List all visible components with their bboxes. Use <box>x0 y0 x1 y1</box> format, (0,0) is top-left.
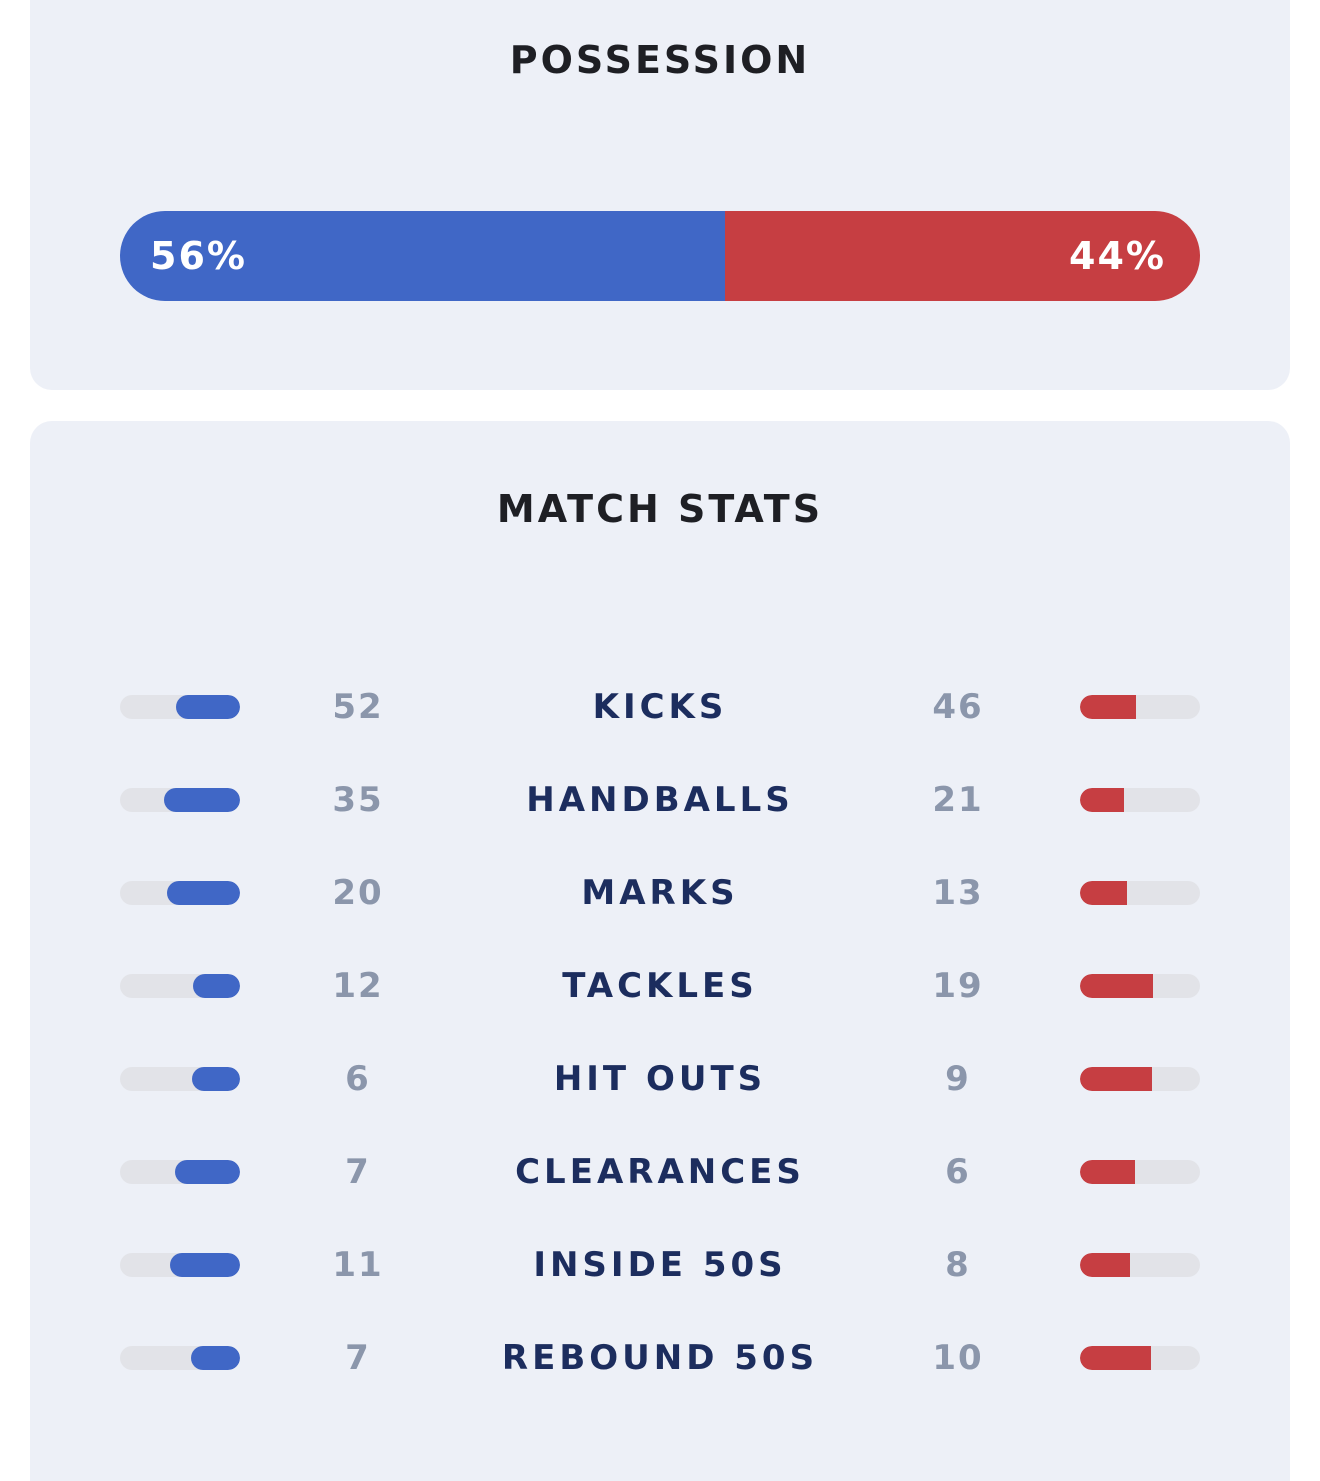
home-stat-value: 12 <box>332 966 384 1006</box>
home-stat-value: 35 <box>332 780 384 820</box>
stat-row: 11 INSIDE 50S 8 <box>120 1235 1200 1295</box>
home-stat-value: 52 <box>332 687 384 727</box>
home-stat-bar-fill <box>192 1067 240 1091</box>
stat-label: INSIDE 50S <box>533 1245 787 1285</box>
away-stat-value: 21 <box>932 780 984 820</box>
stat-row: 35 HANDBALLS 21 <box>120 770 1200 830</box>
home-stat-bar-fill <box>193 974 240 998</box>
stat-row: 52 KICKS 46 <box>120 677 1200 737</box>
possession-home-segment: 56% <box>120 211 725 301</box>
possession-card: POSSESSION 56% 44% <box>30 0 1290 390</box>
home-stat-bar-fill <box>190 1346 240 1370</box>
home-stat-value: 20 <box>332 873 384 913</box>
away-stat-bar-fill <box>1080 1160 1136 1184</box>
away-stat-bar-fill <box>1080 881 1127 905</box>
away-stat-value: 10 <box>932 1338 984 1378</box>
match-stats-title: MATCH STATS <box>496 487 824 531</box>
home-stat-bar <box>120 1067 240 1091</box>
away-stat-bar <box>1080 881 1200 905</box>
home-stat-bar-fill <box>175 1160 240 1184</box>
away-stat-bar-fill <box>1080 974 1154 998</box>
away-stat-bar <box>1080 1253 1200 1277</box>
possession-away-label: 44% <box>1069 234 1166 278</box>
away-stat-bar-fill <box>1080 695 1137 719</box>
home-stat-bar <box>120 1160 240 1184</box>
home-stat-bar <box>120 881 240 905</box>
home-stat-bar-fill <box>164 788 240 812</box>
stat-row: 7 CLEARANCES 6 <box>120 1142 1200 1202</box>
home-stat-bar <box>120 695 240 719</box>
home-stat-bar <box>120 1346 240 1370</box>
away-stat-bar <box>1080 1160 1200 1184</box>
stat-label: MARKS <box>581 873 739 913</box>
stat-label: REBOUND 50S <box>501 1338 819 1378</box>
possession-away-segment: 44% <box>724 211 1200 301</box>
away-stat-bar <box>1080 974 1200 998</box>
possession-title: POSSESSION <box>509 38 811 82</box>
away-stat-value: 9 <box>945 1059 971 1099</box>
away-stat-value: 8 <box>945 1245 971 1285</box>
away-stat-bar-fill <box>1080 1067 1152 1091</box>
stat-label: HANDBALLS <box>526 780 794 820</box>
stat-label: HIT OUTS <box>553 1059 767 1099</box>
possession-home-label: 56% <box>150 234 247 278</box>
away-stat-bar-fill <box>1080 788 1125 812</box>
stat-label: TACKLES <box>562 966 758 1006</box>
away-stat-bar <box>1080 1346 1200 1370</box>
away-stat-bar <box>1080 695 1200 719</box>
home-stat-value: 11 <box>332 1245 384 1285</box>
stat-row: 7 REBOUND 50S 10 <box>120 1328 1200 1388</box>
home-stat-bar <box>120 974 240 998</box>
home-stat-bar-fill <box>166 881 240 905</box>
home-stat-bar <box>120 788 240 812</box>
home-stat-value: 7 <box>345 1338 371 1378</box>
away-stat-value: 19 <box>932 966 984 1006</box>
away-stat-bar <box>1080 788 1200 812</box>
possession-bar: 56% 44% <box>120 211 1200 301</box>
stat-row: 6 HIT OUTS 9 <box>120 1049 1200 1109</box>
home-stat-bar-fill <box>170 1253 240 1277</box>
stat-row: 20 MARKS 13 <box>120 863 1200 923</box>
away-stat-value: 6 <box>945 1152 971 1192</box>
away-stat-value: 46 <box>932 687 984 727</box>
away-stat-bar <box>1080 1067 1200 1091</box>
home-stat-bar <box>120 1253 240 1277</box>
match-stats-card: MATCH STATS 52 KICKS 46 35 HANDBALLS 21 20 MARK… <box>30 421 1290 1481</box>
home-stat-value: 6 <box>345 1059 371 1099</box>
home-stat-value: 7 <box>345 1152 371 1192</box>
stat-label: CLEARANCES <box>515 1152 805 1192</box>
stat-label: KICKS <box>592 687 728 727</box>
away-stat-value: 13 <box>932 873 984 913</box>
away-stat-bar-fill <box>1080 1253 1131 1277</box>
home-stat-bar-fill <box>176 695 240 719</box>
away-stat-bar-fill <box>1080 1346 1151 1370</box>
stat-row: 12 TACKLES 19 <box>120 956 1200 1016</box>
